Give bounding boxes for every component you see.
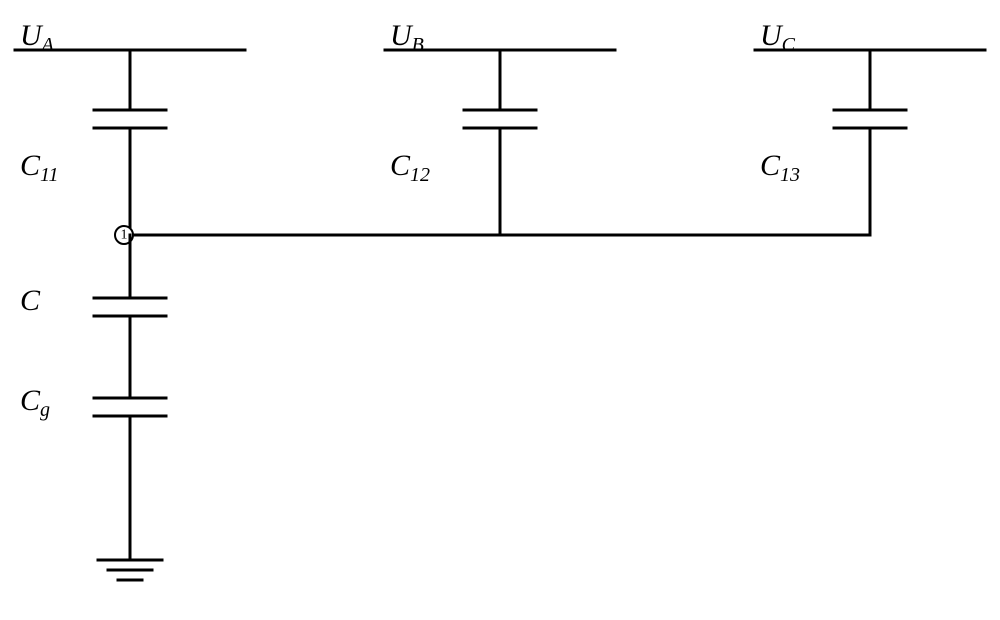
voltage-label-A: UA: [20, 19, 55, 56]
node-1-label: 1: [121, 228, 128, 243]
cap-label-B: C12: [390, 149, 430, 186]
cap-label-A: C11: [20, 149, 59, 186]
circuit-diagram: UA C11 UB C12 UC C13 1 C Cg: [0, 0, 1000, 620]
c-label: C: [20, 284, 41, 317]
cg-label: Cg: [20, 384, 50, 421]
cap-label-C: C13: [760, 149, 800, 186]
voltage-label-C: UC: [760, 19, 796, 56]
voltage-label-B: UB: [390, 19, 424, 56]
